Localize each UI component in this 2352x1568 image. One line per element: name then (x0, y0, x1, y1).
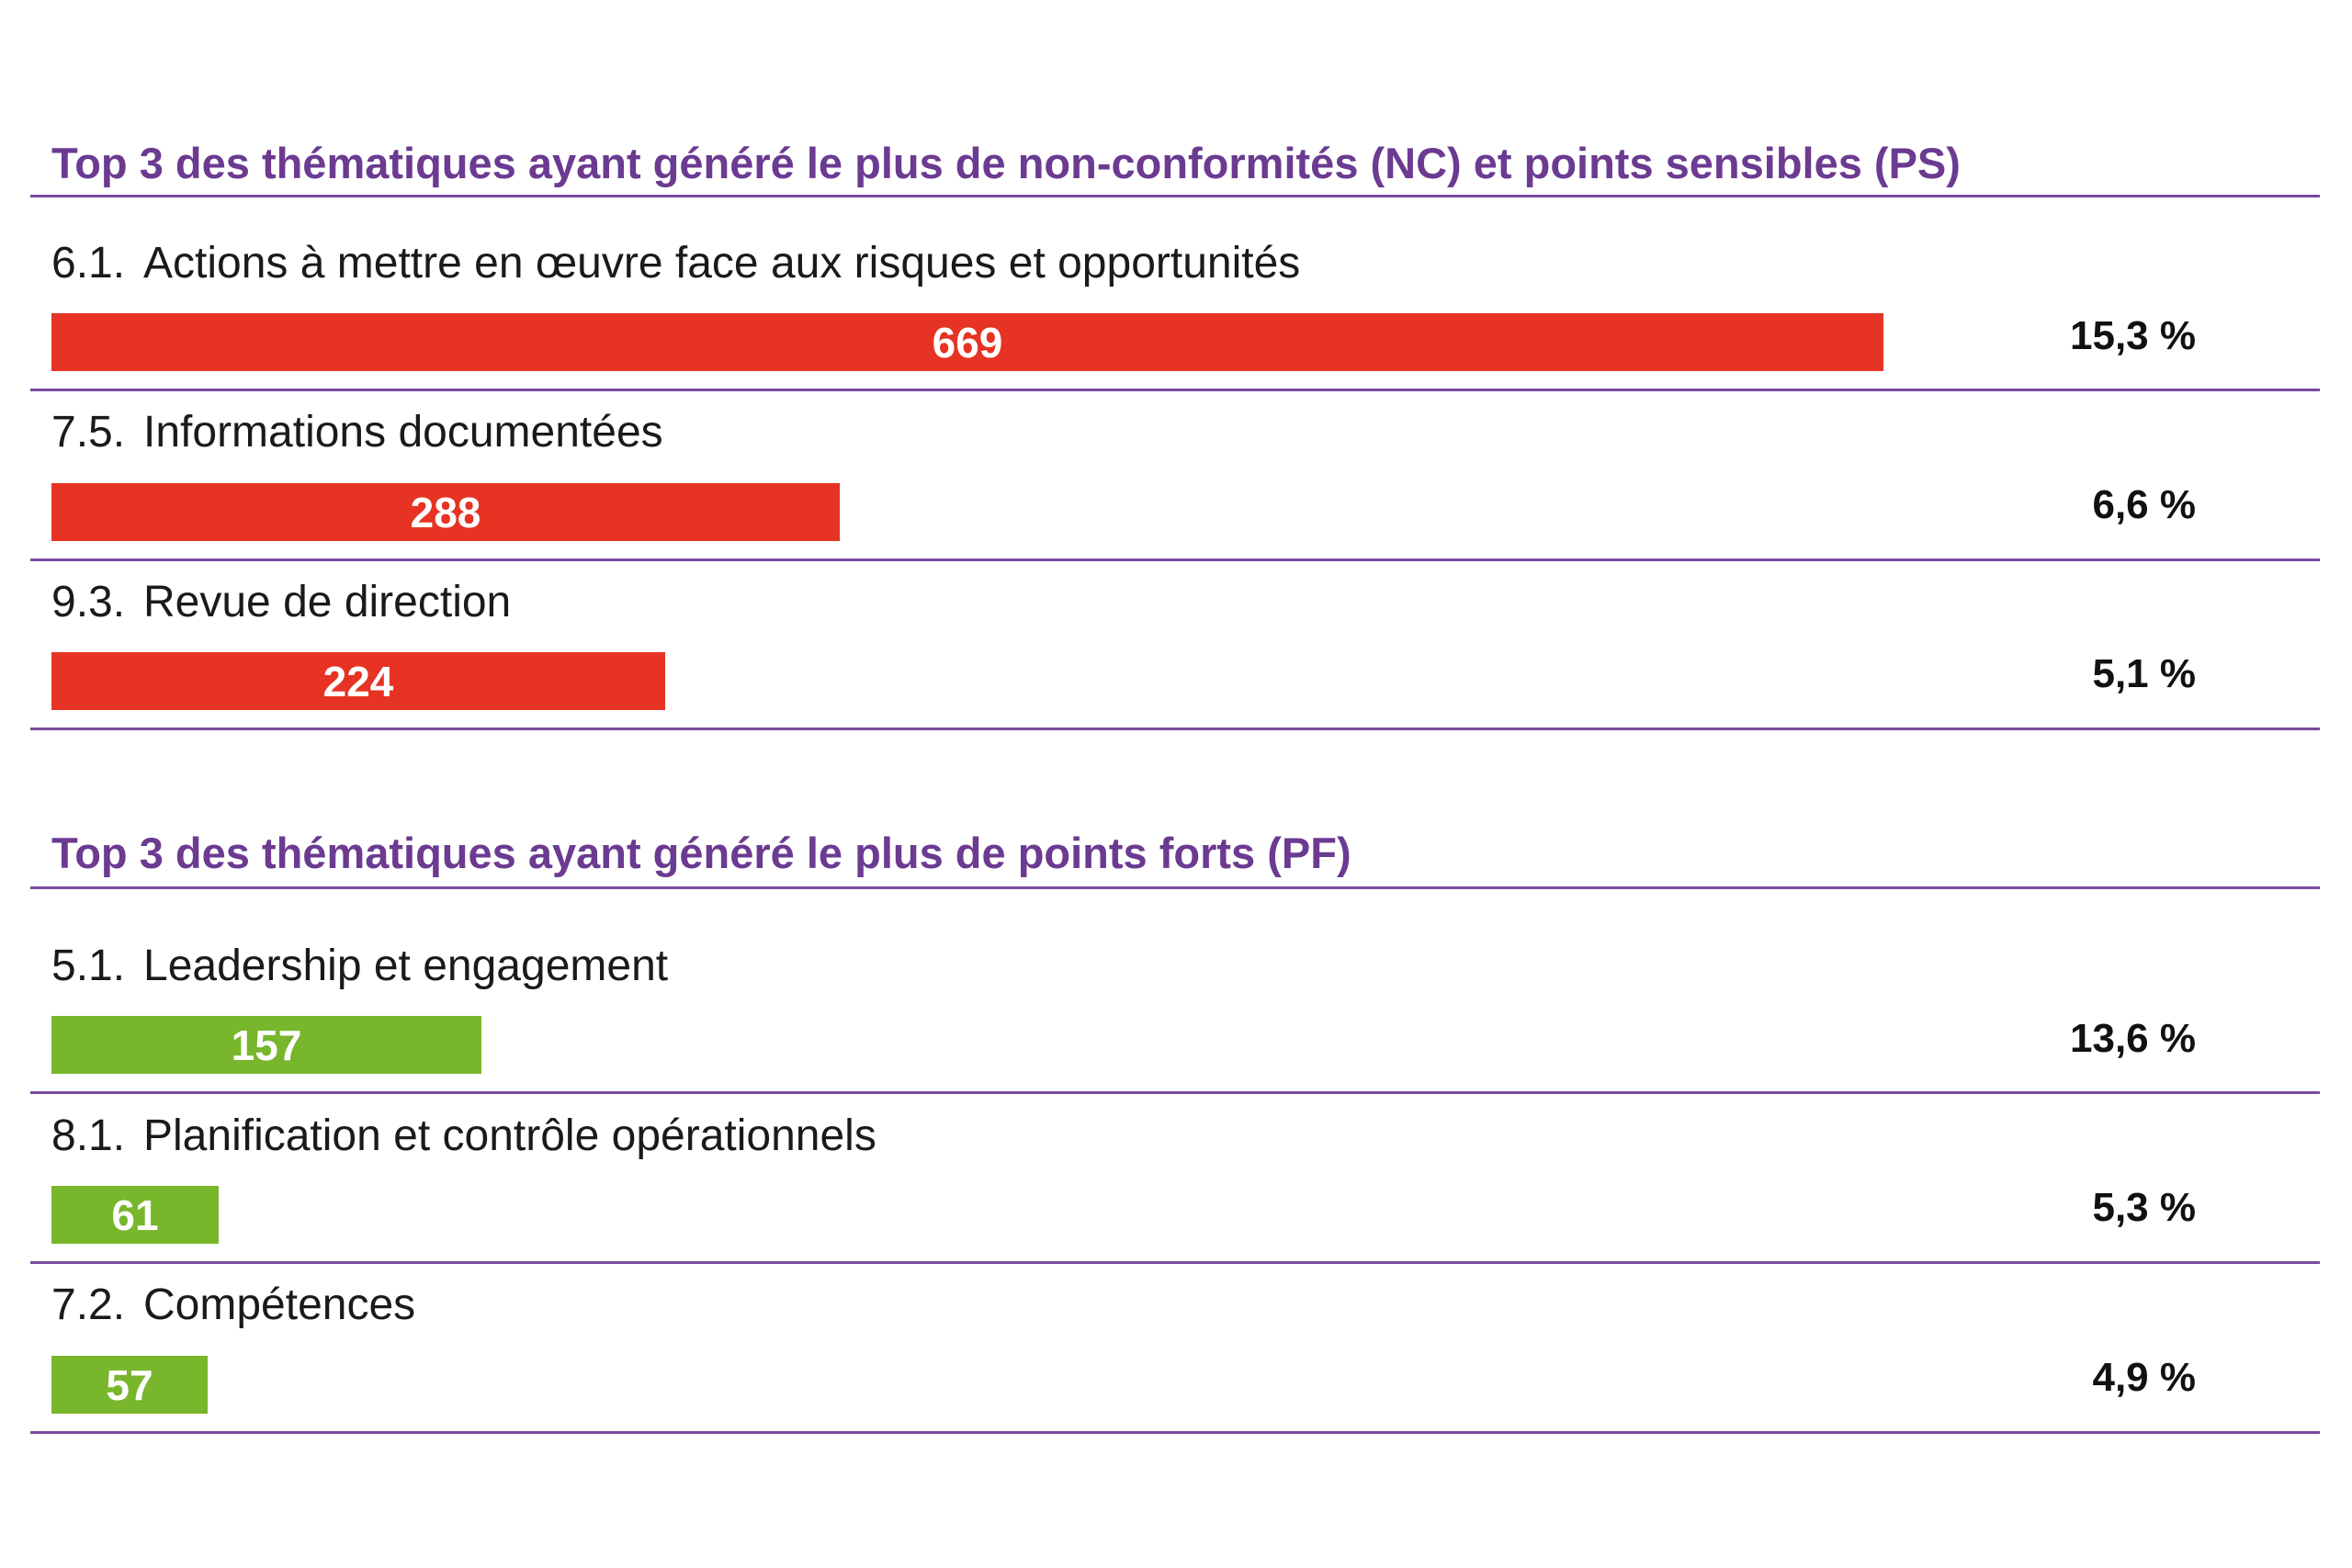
bar: 61 (51, 1186, 219, 1244)
bar-value-label: 224 (322, 657, 394, 705)
row-name: Leadership et engagement (143, 942, 669, 990)
pf-chart-title: Top 3 des thématiques ayant généré le pl… (51, 829, 1351, 877)
row-code: 7.2. (51, 1280, 126, 1329)
row-label: 7.2. Compétences (51, 1278, 415, 1333)
bar: 224 (51, 652, 665, 710)
nc-ps-chart-title: Top 3 des thématiques ayant généré le pl… (51, 139, 1961, 187)
row-name: Compétences (143, 1280, 416, 1329)
row-code: 5.1. (51, 942, 126, 990)
percent-label: 6,6 % (2092, 482, 2196, 527)
divider (30, 728, 2320, 730)
percent-label: 13,6 % (2070, 1016, 2196, 1061)
row-code: 7.5. (51, 408, 126, 457)
bar: 157 (51, 1016, 481, 1074)
divider (30, 389, 2320, 391)
row-name: Informations documentées (143, 408, 663, 457)
bar: 288 (51, 483, 840, 541)
percent-label: 4,9 % (2092, 1355, 2196, 1400)
bar-value-label: 57 (106, 1360, 153, 1409)
percent-label: 5,3 % (2092, 1185, 2196, 1230)
percent-label: 15,3 % (2070, 313, 2196, 358)
divider (30, 886, 2320, 889)
row-code: 8.1. (51, 1111, 126, 1160)
divider (30, 1091, 2320, 1094)
bar: 57 (51, 1356, 208, 1414)
row-name: Planification et contrôle opérationnels (143, 1111, 876, 1160)
bar-value-label: 288 (410, 488, 481, 536)
row-label: 9.3. Revue de direction (51, 575, 511, 630)
row-name: Revue de direction (143, 578, 512, 626)
bar-value-label: 669 (932, 318, 1003, 367)
bar-value-label: 61 (111, 1190, 159, 1239)
divider (30, 558, 2320, 561)
bar-value-label: 157 (231, 1021, 302, 1069)
row-label: 8.1. Planification et contrôle opérationn… (51, 1109, 876, 1164)
percent-label: 5,1 % (2092, 651, 2196, 696)
bar: 669 (51, 313, 1883, 371)
divider (30, 195, 2320, 197)
row-name: Actions à mettre en œuvre face aux risqu… (143, 239, 1301, 288)
divider (30, 1431, 2320, 1434)
divider (30, 1261, 2320, 1264)
row-label: 7.5. Informations documentées (51, 405, 663, 460)
row-code: 9.3. (51, 578, 126, 626)
row-label: 5.1. Leadership et engagement (51, 939, 668, 994)
row-code: 6.1. (51, 239, 126, 288)
row-label: 6.1. Actions à mettre en œuvre face aux r… (51, 236, 1300, 291)
